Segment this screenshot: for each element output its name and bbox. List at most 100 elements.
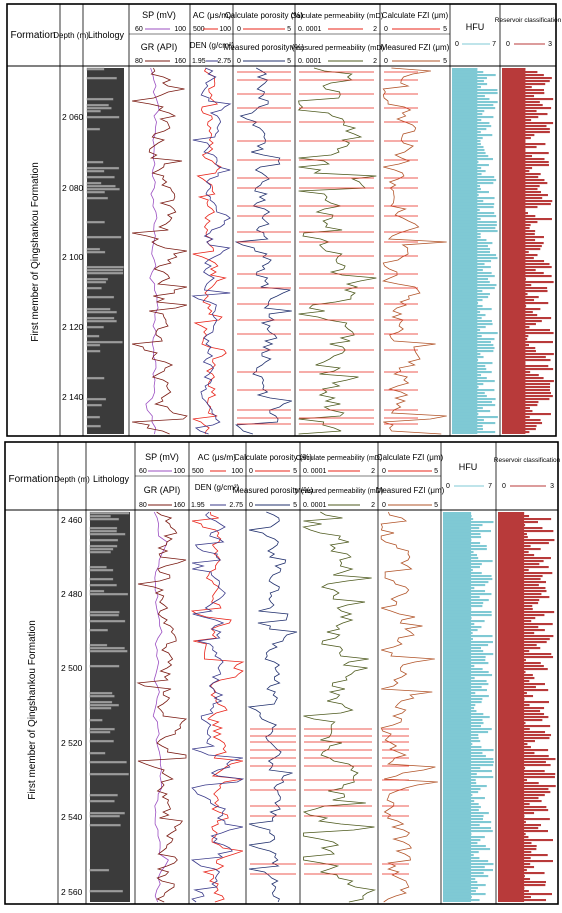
panel-2-lithology-layer [89,727,115,731]
panel-2-hfu-bar [443,671,489,674]
panel-1-hfu-bar [452,287,495,290]
panel-2-reservoir-bar [498,686,536,689]
panel-1-reservoir-bar [502,293,528,296]
panel-1-reservoir-bar [502,365,549,368]
panel-1-column-lines [59,4,501,436]
panel-1-hfu-bar [452,260,492,263]
panel-1-meas-por-max: 5 [287,58,291,65]
panel-1-measured-permeability-curve [297,67,377,435]
panel-2-ac-header: AC (μs/m) [198,452,237,462]
panel-1-hfu-bar [452,365,486,368]
panel-2-lithology-layer [89,592,129,596]
panel-1-reservoir-bar [502,344,530,347]
panel-1-hfu-bar [452,206,494,209]
panel-2-hfu-bar [443,575,492,578]
panel-2-hfu-bar [443,812,489,815]
panel-2-reservoir-bar [498,836,529,839]
panel-1-hfu-bar [452,326,486,329]
panel-2-hfu-bar [443,590,486,593]
panel-2-hfu-bar [443,779,476,782]
panel-2-den-max: 2.75 [229,502,243,509]
panel-2-hfu-bar [443,692,476,695]
panel-2-reservoir-bar [498,854,548,857]
panel-2-reservoir-bar [498,869,527,872]
panel-1-hfu-bar [452,110,485,113]
panel-2-hfu-bar [443,548,487,551]
panel-2-reservoir-bar [498,809,549,812]
panel-1-calc-por-header: Calculate porosity (%) [225,11,304,20]
panel-1-reservoir-bar [502,404,538,407]
panel-2-reservoir-bar [498,530,554,533]
panel-1-lithology-layer [86,220,105,224]
panel-1-hfu-bar [452,314,486,317]
panel-1-reservoir-bar [502,137,531,140]
panel-2-hfu-bar [443,623,475,626]
panel-2-reservoir-bar [498,806,547,809]
panel-1-lithology-layer [86,349,101,353]
panel-2-hfu-bar [443,725,481,728]
panel-1-ac-header: AC (μs/m) [193,10,232,20]
panel-2-hfu-bar [443,644,489,647]
panel-1-lithology-layer [86,247,101,251]
panel-2-hfu-bar [443,536,482,539]
panel-1-hfu-bar [452,302,479,305]
panel-1-reservoir-bar [502,284,532,287]
panel-2-reservoir-bar [498,608,533,611]
panel-2-depth-header: Depth (m) [54,475,90,484]
panel-2-hfu-bar [443,581,489,584]
panel-1-lithology-layer [86,343,101,347]
panel-2-lithology-layer [89,628,109,632]
panel-1-hfu-bar [452,275,495,278]
panel-2-reservoir-bar [498,860,553,863]
panel-2-reservoir-bar [498,812,535,815]
panel-2-reservoir-bar [498,881,546,884]
panel-2-hfu-bar [443,734,479,737]
panel-1-lithology-layer [86,127,101,131]
panel-2-lithology-layer [89,868,110,872]
panel-1-hfu-bar [452,164,489,167]
panel-2-hfu-bar [443,665,475,668]
panel-1-meas-perm-header: Measured permeability (mD) [290,43,385,52]
panel-1-hfu-bar [452,383,484,386]
panel-1-hfu-bar [452,239,487,242]
panel-1-lithology-layer [86,235,122,239]
panel-2-hfu-bar [443,524,483,527]
panel-2-reservoir-bar [498,593,542,596]
panel-1-lithology-layer [86,277,109,281]
panel-1-hfu-bar [452,203,495,206]
panel-2-reservoir-bar [498,722,526,725]
panel-2-hfu-bar [443,836,485,839]
panel-2-ac-max: 100 [231,468,243,475]
panel-1-hfu-bar [452,212,495,215]
panel-1-depth-tick: 2 080 [62,183,84,193]
panel-2-reservoir-max: 3 [550,483,554,490]
panel-1-hfu-bar [452,83,488,86]
panel-2-reservoir-bar [498,629,545,632]
panel-2-hfu-bar [443,635,493,638]
panel-2-hfu-bar [443,824,480,827]
panel-1-hfu-bar [452,278,489,281]
panel-1-meas-fzi-max: 5 [443,58,447,65]
panel-2-hfu-bar [443,551,474,554]
panel-1-reservoir-bar [502,260,545,263]
panel-2-reservoir-header: Reservoir classification [494,457,561,464]
panel-1-den-max: 2.75 [217,58,231,65]
panel-1-depth-tick: 2 100 [62,252,84,262]
panel-1-hfu-bar [452,374,482,377]
panel-1-depth-header: Depth (m) [53,31,89,40]
panel-2-reservoir-bar [498,542,549,545]
panel-1-hfu-bar [452,350,494,353]
panel-2-reservoir-bar [498,578,541,581]
panel-1-hfu-bar [452,152,486,155]
panel-2-lithology-layer [89,610,120,614]
panel-2-hfu-bar [443,542,481,545]
panel-1-hfu-bar [452,167,482,170]
panel-2-hfu-bar [443,881,478,884]
panel-2-lithology-layer [89,700,113,704]
panel-1-hfu-bar [452,140,481,143]
panel-1-hfu-bar [452,353,481,356]
panel-2-reservoir-bar [498,518,552,521]
panel-2-hfu-bar [443,869,493,872]
panel-2-reservoir-bar [498,767,526,770]
panel-2-hfu-bar [443,632,473,635]
